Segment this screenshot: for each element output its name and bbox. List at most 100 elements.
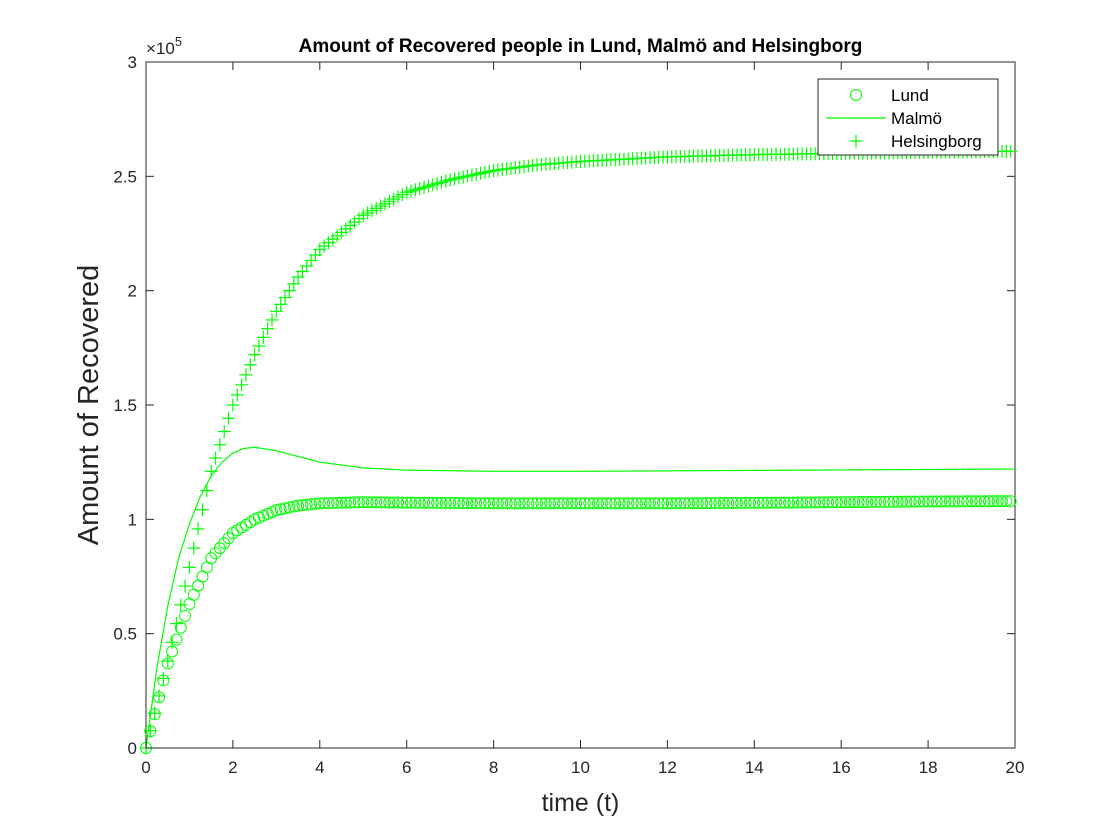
data-point-circle (439, 496, 452, 509)
data-point-circle (405, 496, 418, 509)
data-point-circle (900, 495, 913, 508)
data-point-circle (835, 496, 848, 509)
data-point-circle (904, 495, 917, 508)
data-point-circle (804, 496, 817, 509)
data-point-circle (730, 496, 743, 509)
data-point-plus (222, 411, 236, 425)
data-point-circle (922, 495, 935, 508)
chart-title: Amount of Recovered people in Lund, Malm… (299, 36, 863, 57)
data-point-circle (600, 497, 613, 510)
data-point-circle (1004, 495, 1017, 508)
ticks-layer: 0 2 4 6 8 10 12 14 16 18 20 0 0.5 1 1.5 2 2.5 3 (113, 53, 1024, 777)
data-point-circle (474, 497, 487, 510)
data-point-circle (491, 497, 504, 510)
data-point-circle (570, 497, 583, 510)
data-point-circle (691, 497, 704, 510)
x-tick-label: 6 (402, 758, 411, 777)
data-point-circle (518, 497, 531, 510)
data-point-circle (644, 497, 657, 510)
data-point-circle (848, 496, 861, 509)
data-point-circle (426, 496, 439, 509)
data-point-circle (552, 497, 565, 510)
data-point-circle (374, 496, 387, 509)
data-point-circle (874, 495, 887, 508)
data-point-circle (787, 496, 800, 509)
data-point-plus (274, 297, 288, 311)
data-point-circle (735, 496, 748, 509)
data-point-circle (652, 497, 665, 510)
data-point-circle (961, 495, 974, 508)
data-point-circle (869, 495, 882, 508)
data-point-circle (956, 495, 969, 508)
data-point-circle (613, 497, 626, 510)
x-tick-label: 8 (489, 758, 498, 777)
data-point-circle (461, 497, 474, 510)
data-point-circle (431, 496, 444, 509)
y-tick-label: 2.5 (113, 167, 137, 186)
data-point-circle (313, 497, 326, 510)
data-point-circle (982, 495, 995, 508)
data-point-circle (283, 501, 296, 514)
data-point-circle (800, 496, 813, 509)
y-tick-label: 3 (128, 53, 137, 72)
data-point-circle (939, 495, 952, 508)
y-axis-label: Amount of Recovered (73, 265, 105, 545)
data-point-circle (513, 497, 526, 510)
data-point-plus (178, 579, 192, 593)
data-point-circle (383, 496, 396, 509)
data-point-circle (878, 495, 891, 508)
axes-box (145, 61, 1016, 749)
data-point-circle (722, 497, 735, 510)
data-point-circle (587, 497, 600, 510)
data-point-circle (509, 497, 522, 510)
data-point-circle (387, 496, 400, 509)
x-tick-label: 14 (745, 758, 764, 777)
data-point-plus (204, 464, 218, 478)
data-point-circle (309, 497, 322, 510)
data-point-circle (400, 496, 413, 509)
data-point-circle (531, 497, 544, 510)
data-point-circle (952, 495, 965, 508)
data-point-circle (891, 495, 904, 508)
data-point-circle (726, 496, 739, 509)
y-tick-label: 2 (128, 282, 137, 301)
data-point-circle (709, 497, 722, 510)
y-tick-label: 1 (128, 510, 137, 529)
data-point-circle (270, 504, 283, 517)
data-point-circle (674, 497, 687, 510)
data-point-circle (526, 497, 539, 510)
x-axis-label: time (t) (542, 789, 620, 817)
legend-label: Lund (891, 86, 929, 105)
data-point-plus (278, 291, 292, 305)
data-point-circle (743, 496, 756, 509)
data-point-circle (296, 499, 309, 512)
data-point-circle (483, 497, 496, 510)
data-point-circle (987, 495, 1000, 508)
data-point-plus (165, 635, 179, 649)
data-point-circle (948, 495, 961, 508)
data-point-circle (852, 496, 865, 509)
data-point-circle (974, 495, 987, 508)
data-point-circle (826, 496, 839, 509)
data-point-circle (617, 497, 630, 510)
data-point-plus (174, 598, 188, 612)
data-point-circle (470, 497, 483, 510)
data-point-circle (752, 496, 765, 509)
data-point-circle (856, 496, 869, 509)
data-point-circle (591, 497, 604, 510)
data-point-circle (561, 497, 574, 510)
data-point-circle (661, 497, 674, 510)
data-point-circle (300, 498, 313, 511)
x-tick-label: 18 (919, 758, 938, 777)
data-point-circle (478, 497, 491, 510)
data-point-plus (156, 671, 170, 685)
series-layer (139, 144, 1018, 755)
data-point-circle (778, 496, 791, 509)
legend-label: Helsingborg (891, 132, 982, 151)
data-point-circle (348, 496, 361, 509)
data-point-circle (700, 497, 713, 510)
data-point-circle (326, 496, 339, 509)
y-axis-exponent-base: ×10 (146, 39, 175, 58)
data-point-plus (187, 541, 201, 555)
data-point-circle (761, 496, 774, 509)
